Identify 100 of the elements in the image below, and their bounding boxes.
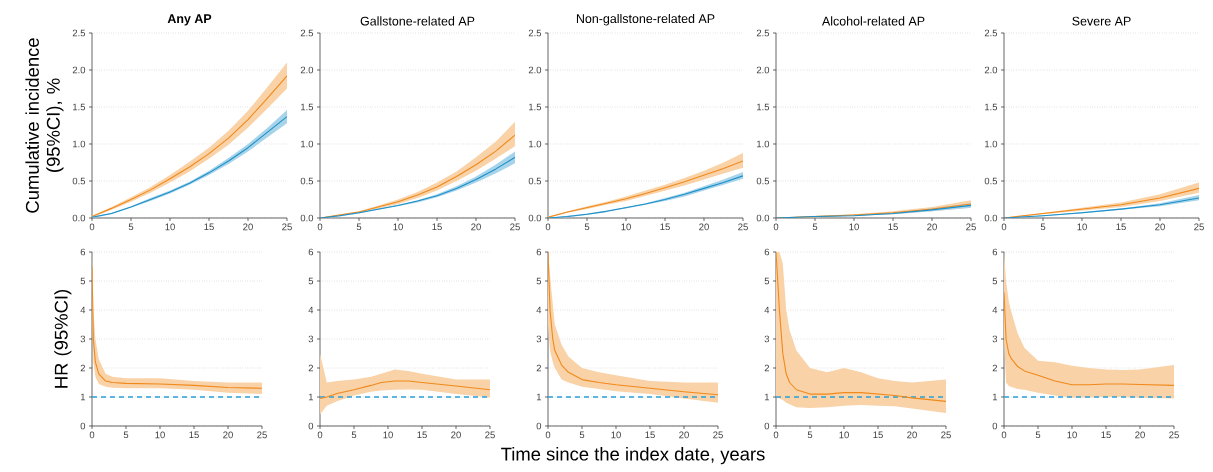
x-tick-label: 25 (485, 431, 495, 439)
y-tick-label: 4 (80, 306, 86, 314)
y-tick-label: 1 (536, 393, 542, 401)
y-tick-label: 3 (764, 335, 770, 343)
y-tick-label: 4 (536, 306, 542, 314)
y-tick-label: 1.5 (985, 103, 998, 111)
x-tick-label: 0 (1001, 223, 1007, 231)
y-tick-label: 0.5 (984, 177, 998, 185)
y-tick-label: 2.5 (528, 29, 542, 37)
x-tick-label: 5 (351, 431, 357, 439)
y-tick-label: 1.5 (529, 103, 542, 111)
y-tick-label: 1 (992, 393, 998, 401)
x-tick-label: 15 (660, 223, 670, 231)
y-tick-label: 6 (764, 248, 770, 256)
x-tick-label: 25 (713, 431, 723, 439)
y-tick-label: 2 (308, 364, 314, 372)
y-axis-title: Cumulative incidence (95%CI), % (25, 38, 64, 213)
x-tick-label: 5 (356, 223, 362, 231)
x-tick-label: 20 (927, 223, 937, 231)
x-tick-label: 0 (545, 431, 551, 439)
x-tick-label: 0 (89, 223, 95, 231)
y-tick-label: 4 (764, 306, 770, 314)
y-tick-label: 1 (764, 393, 770, 401)
y-tick-label: 2 (536, 364, 542, 372)
x-tick-label: 5 (128, 223, 134, 231)
y-tick-label: 0.0 (300, 214, 314, 222)
x-tick-label: 10 (165, 223, 175, 231)
x-tick-label: 15 (432, 223, 442, 231)
x-tick-label: 10 (393, 223, 403, 231)
x-tick-label: 25 (966, 223, 976, 231)
y-tick-label: 3 (308, 335, 314, 343)
x-tick-label: 25 (738, 223, 748, 231)
x-tick-label: 20 (451, 431, 461, 439)
y-tick-label: 0 (80, 422, 86, 430)
y-tick-label: 2.0 (300, 66, 314, 74)
x-tick-label: 0 (317, 223, 323, 231)
y-tick-label: 1.0 (73, 140, 86, 148)
y-tick-label: 1.5 (301, 103, 314, 111)
y-tick-label: 2.5 (984, 29, 998, 37)
y-tick-label: 1 (308, 393, 314, 401)
y-tick-label: 0.0 (984, 214, 998, 222)
x-tick-label: 15 (888, 223, 898, 231)
x-tick-label: 25 (1194, 223, 1204, 231)
y-tick-label: 3 (80, 335, 86, 343)
y-tick-label: 0 (764, 422, 770, 430)
x-tick-label: 25 (257, 431, 267, 439)
chart-title: Non-gallstone-related AP (576, 13, 715, 26)
x-tick-label: 10 (611, 431, 621, 439)
y-tick-label: 0 (308, 422, 314, 430)
y-tick-label: 1.0 (985, 140, 998, 148)
y-tick-label: 0.5 (528, 177, 542, 185)
x-tick-label: 0 (1001, 431, 1007, 439)
y-tick-label: 2.0 (72, 66, 86, 74)
y-tick-label: 0.0 (528, 214, 542, 222)
y-axis-title: HR (95%CI) (54, 289, 72, 388)
x-tick-label: 5 (123, 431, 129, 439)
x-tick-label: 10 (839, 431, 849, 439)
y-tick-label: 1.5 (757, 103, 770, 111)
x-tick-label: 20 (243, 223, 253, 231)
y-tick-label: 0.0 (756, 214, 770, 222)
y-tick-label: 2.0 (756, 66, 770, 74)
y-tick-label: 2.5 (756, 29, 770, 37)
y-tick-label: 2 (992, 364, 998, 372)
x-tick-label: 20 (1155, 223, 1165, 231)
x-tick-label: 5 (579, 431, 585, 439)
y-tick-label: 0.5 (756, 177, 770, 185)
x-tick-label: 10 (1077, 223, 1087, 231)
x-tick-label: 25 (282, 223, 292, 231)
x-tick-label: 15 (873, 431, 883, 439)
x-tick-label: 10 (621, 223, 631, 231)
x-tick-label: 0 (317, 431, 323, 439)
x-tick-label: 15 (1116, 223, 1126, 231)
y-tick-label: 3 (992, 335, 998, 343)
x-tick-label: 15 (417, 431, 427, 439)
x-tick-label: 0 (773, 431, 779, 439)
y-tick-label: 6 (80, 248, 86, 256)
y-tick-label: 2.0 (984, 66, 998, 74)
y-tick-label: 5 (536, 277, 542, 285)
y-tick-label: 5 (308, 277, 314, 285)
y-tick-label: 1.5 (73, 103, 86, 111)
x-tick-label: 20 (1135, 431, 1145, 439)
y-tick-label: 1.0 (529, 140, 542, 148)
x-tick-label: 25 (510, 223, 520, 231)
x-tick-label: 10 (849, 223, 859, 231)
chart-title: Severe AP (1072, 16, 1131, 26)
x-tick-label: 20 (223, 431, 233, 439)
y-tick-label: 0.0 (72, 214, 86, 222)
y-tick-label: 4 (308, 306, 314, 314)
x-tick-label: 10 (1067, 431, 1077, 439)
x-tick-label: 15 (189, 431, 199, 439)
chart-title: Alcohol-related AP (821, 16, 925, 26)
y-tick-label: 1 (80, 393, 86, 401)
y-tick-label: 0.5 (300, 177, 314, 185)
y-tick-label: 6 (536, 248, 542, 256)
y-tick-label: 2.0 (528, 66, 542, 74)
y-tick-label: 6 (992, 248, 998, 256)
y-tick-label: 3 (536, 335, 542, 343)
y-tick-label: 2.5 (72, 29, 86, 37)
y-tick-label: 5 (992, 277, 998, 285)
y-tick-label: 2.5 (300, 29, 314, 37)
